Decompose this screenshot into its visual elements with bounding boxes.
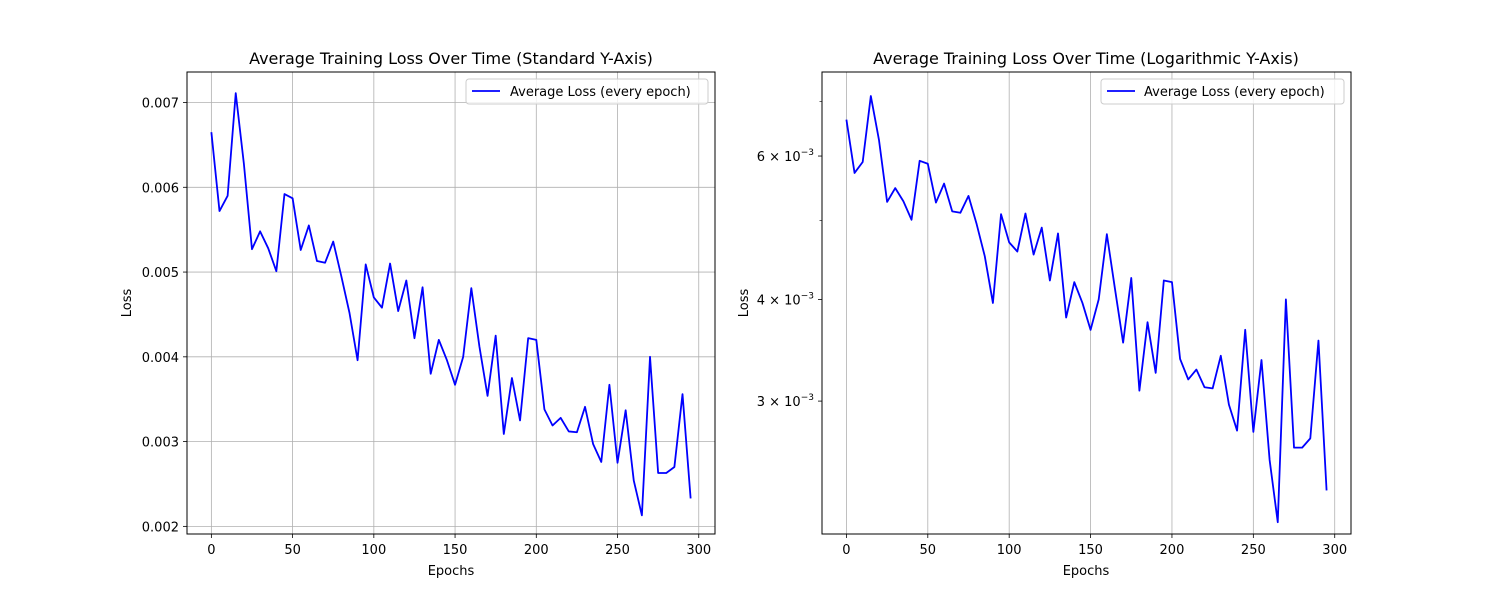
x-tick-label: 250 <box>1241 543 1266 558</box>
series-line <box>845 95 1328 524</box>
x-tick-label: 50 <box>920 543 937 558</box>
grid-lines <box>187 72 715 534</box>
chart-title: Average Training Loss Over Time (Logarit… <box>873 49 1299 68</box>
x-tick-label: 200 <box>524 543 549 558</box>
y-tick-label: 0.005 <box>142 266 179 281</box>
x-tick-label: 0 <box>842 543 850 558</box>
y-tick-label: 6 × 10−3 <box>757 148 814 165</box>
y-tick-label: 0.004 <box>142 351 179 366</box>
axis-ticks: 0 50 100 150 200 250 300 3 × 10−3 4 × 10−3 6 × 10… <box>757 101 1347 558</box>
y-tick-label: 4 × 10−3 <box>757 291 814 308</box>
plot-frame <box>186 71 716 535</box>
y-axis-label: Loss <box>120 289 135 318</box>
y-tick-label: 0.002 <box>142 520 179 535</box>
x-tick-label: 50 <box>284 543 301 558</box>
y-tick-label: 0.007 <box>142 97 179 112</box>
x-tick-label: 0 <box>207 543 215 558</box>
x-tick-label: 200 <box>1160 543 1185 558</box>
chart-standard-y-axis: 0 50 100 150 200 250 300 0.002 0.003 0.004 0.005 0.… <box>120 49 716 579</box>
x-axis-label: Epochs <box>1063 564 1110 579</box>
legend: Average Loss (every epoch) <box>1100 78 1345 105</box>
x-tick-label: 100 <box>997 543 1022 558</box>
series-layer <box>210 92 692 517</box>
x-axis-label: Epochs <box>428 564 475 579</box>
grid-lines <box>846 72 1336 534</box>
series-line <box>210 92 692 517</box>
chart-title: Average Training Loss Over Time (Standar… <box>249 49 653 68</box>
series-layer <box>845 95 1328 524</box>
legend-label: Average Loss (every epoch) <box>1144 85 1325 100</box>
legend-box <box>1100 78 1345 105</box>
plot-frame <box>821 71 1352 535</box>
x-tick-label: 250 <box>605 543 630 558</box>
legend: Average Loss (every epoch) <box>465 78 709 105</box>
x-tick-label: 300 <box>686 543 711 558</box>
x-tick-label: 300 <box>1322 543 1347 558</box>
y-tick-label: 0.003 <box>142 436 179 451</box>
chart-logarithmic-y-axis: 0 50 100 150 200 250 300 3 × 10−3 4 × 10−3 6 × 10… <box>737 49 1352 579</box>
y-tick-label: 0.006 <box>142 181 179 196</box>
legend-label: Average Loss (every epoch) <box>510 85 691 100</box>
x-tick-label: 100 <box>361 543 386 558</box>
x-tick-label: 150 <box>1078 543 1103 558</box>
axis-ticks: 0 50 100 150 200 250 300 0.002 0.003 0.004 0.005 0.… <box>142 97 711 558</box>
y-tick-label: 3 × 10−3 <box>757 393 814 410</box>
x-tick-label: 150 <box>443 543 468 558</box>
y-axis-label: Loss <box>737 289 752 318</box>
legend-box <box>465 78 709 105</box>
